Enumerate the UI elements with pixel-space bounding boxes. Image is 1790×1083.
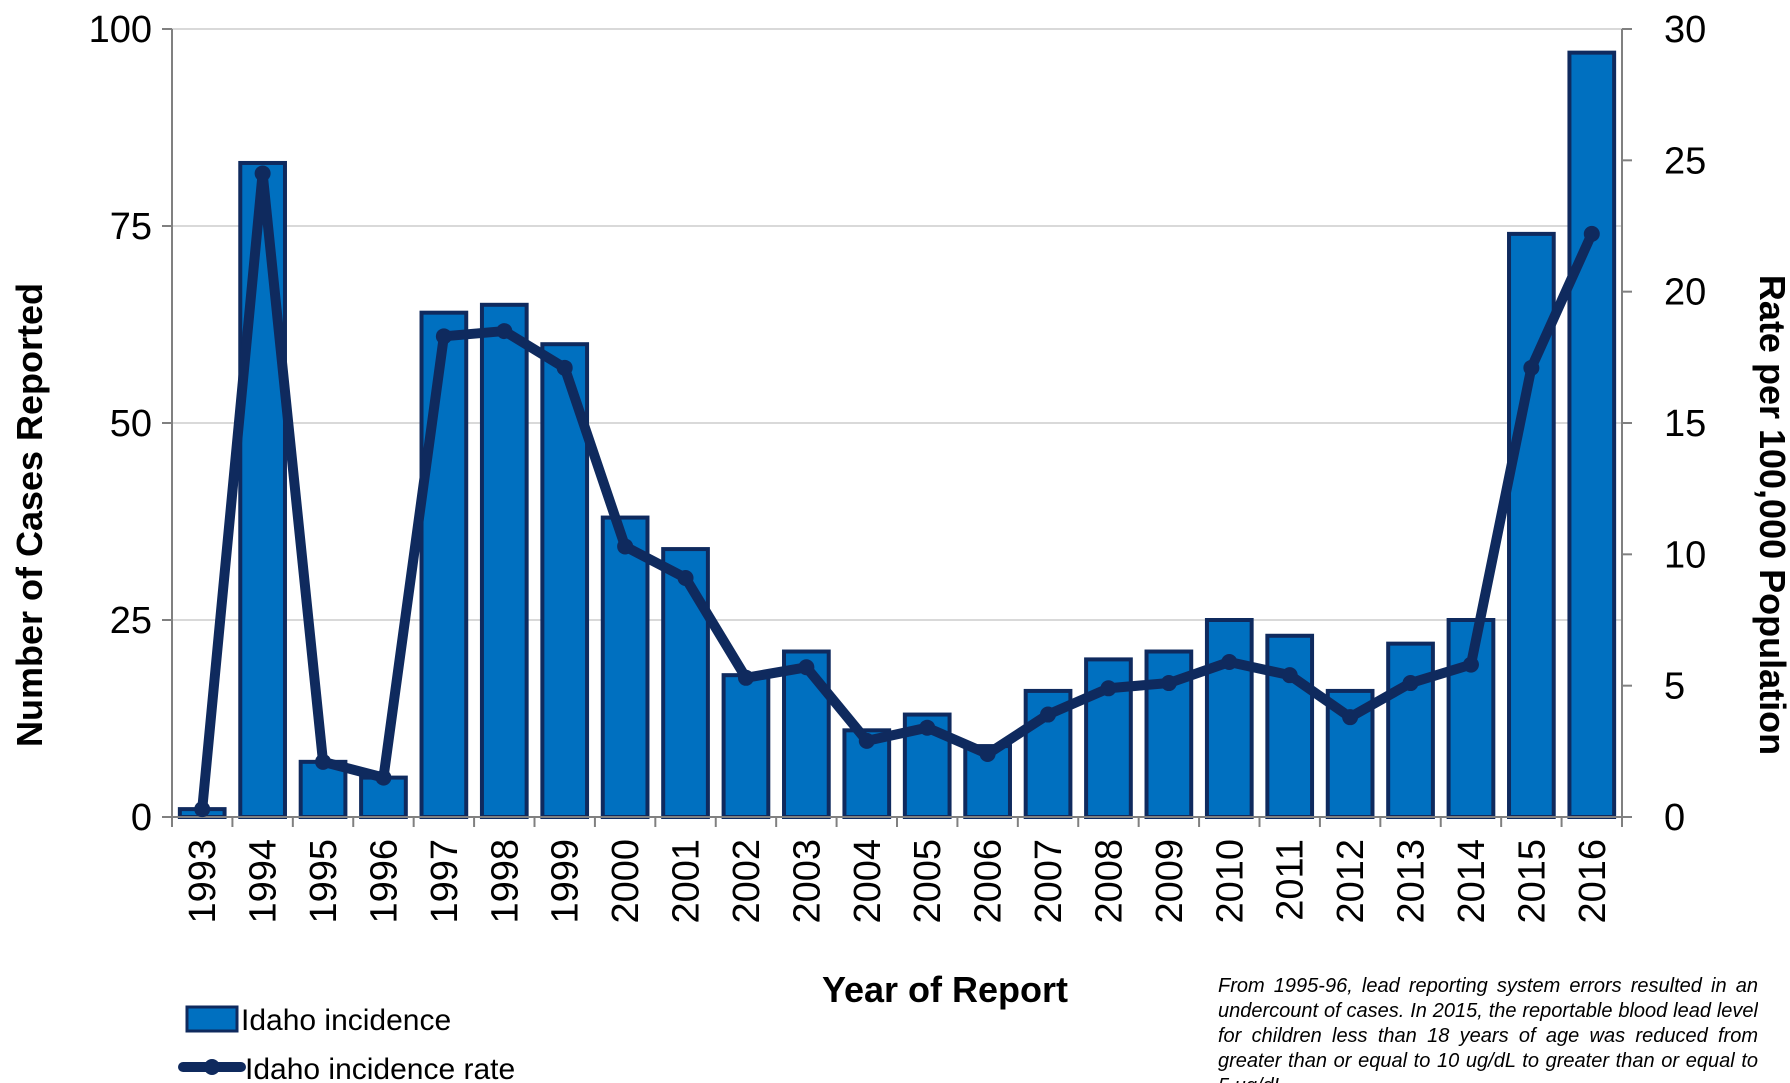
y2-axis-title: Rate per 100,000 Population (1752, 275, 1790, 755)
x-tick-label: 1994 (243, 839, 285, 924)
rate-point (556, 359, 573, 376)
x-tick-label: 1993 (182, 839, 224, 924)
rate-point (375, 769, 392, 786)
rate-point (1583, 225, 1600, 242)
rate-point (1160, 675, 1177, 692)
rate-line (194, 165, 1600, 818)
bar (600, 515, 650, 819)
rate-point (496, 323, 513, 340)
y-tick-label: 0 (131, 797, 152, 839)
legend-line-label: Idaho incidence rate (245, 1053, 515, 1083)
bar (1567, 50, 1617, 819)
left-axis-ticks: 0 25 50 75 100 (89, 9, 152, 839)
x-axis-ticks: 1993 1994 1995 1996 1997 1998 1999 2000 2001 2002… (182, 839, 1614, 924)
x-tick-label: 1995 (303, 839, 345, 924)
rate-series-line (197, 168, 1597, 815)
y-tick-label: 50 (110, 403, 152, 445)
rate-point (435, 328, 452, 345)
x-tick-label: 2003 (786, 839, 828, 924)
x-tick-label: 1996 (363, 839, 405, 924)
rate-point (798, 659, 815, 676)
x-tick-label: 2011 (1270, 839, 1312, 921)
bar (238, 160, 287, 819)
rate-point (1221, 654, 1238, 671)
x-tick-label: 2016 (1572, 839, 1614, 924)
x-tick-label: 2007 (1028, 839, 1070, 924)
bar (721, 673, 771, 819)
chart-note: From 1995-96, lead reporting system erro… (1218, 975, 1758, 1083)
y-tick-label: 75 (110, 206, 152, 248)
x-tick-label: 2013 (1391, 839, 1433, 924)
y2-tick-label: 20 (1664, 272, 1706, 314)
rate-point (1040, 706, 1057, 723)
legend-bar-label: Idaho incidence (241, 1004, 451, 1037)
x-tick-label: 2004 (847, 839, 889, 924)
x-tick-label: 2005 (907, 839, 949, 924)
x-tick-label: 2010 (1209, 839, 1251, 924)
x-tick-label: 2009 (1149, 839, 1191, 924)
right-axis-ticks: 0 5 10 15 20 25 30 (1664, 9, 1706, 839)
rate-point (315, 753, 332, 770)
x-tick-label: 2008 (1088, 839, 1130, 924)
y-tick-label: 100 (89, 9, 152, 51)
y2-tick-label: 5 (1664, 666, 1685, 708)
rate-point (1281, 667, 1298, 684)
rate-point (979, 745, 996, 762)
bar (1386, 641, 1435, 820)
y2-tick-label: 0 (1664, 797, 1685, 839)
legend-line-marker (204, 1059, 220, 1075)
legend-bar-swatch (185, 1005, 239, 1033)
rate-point (737, 669, 754, 686)
bar (1265, 633, 1315, 820)
x-tick-label: 2006 (968, 839, 1010, 924)
x-tick-label: 2012 (1330, 839, 1372, 924)
gridlines (172, 28, 1622, 621)
rate-point (254, 165, 271, 182)
x-tick-label: 2002 (726, 839, 768, 924)
bar (661, 547, 710, 820)
bar (419, 310, 469, 819)
rate-point (617, 538, 634, 555)
rate-point (1402, 675, 1419, 692)
rate-point (919, 719, 936, 736)
y-axis-title: Number of Cases Reported (9, 283, 50, 747)
x-tick-label: 2014 (1451, 839, 1493, 924)
x-tick-label: 2001 (666, 839, 708, 924)
bar (782, 649, 831, 820)
bar (479, 302, 529, 819)
x-tick-label: 1997 (424, 839, 466, 924)
rate-point (1462, 656, 1479, 673)
rate-point (677, 569, 694, 586)
bar (842, 728, 892, 820)
x-tick-label: 1999 (545, 839, 587, 924)
y2-tick-label: 25 (1664, 140, 1706, 182)
y2-tick-label: 30 (1664, 9, 1706, 51)
x-tick-label: 2015 (1511, 839, 1553, 924)
rate-point (194, 801, 211, 818)
legend: Idaho incidence Idaho incidence rate (178, 1004, 515, 1083)
rate-point (1342, 709, 1359, 726)
x-axis-title: Year of Report (822, 969, 1068, 1010)
rate-point (858, 732, 875, 749)
axes (162, 28, 1632, 827)
rate-point (1100, 680, 1117, 697)
x-tick-label: 2000 (605, 839, 647, 924)
y2-tick-label: 15 (1664, 403, 1706, 445)
y-tick-label: 25 (110, 600, 152, 642)
rate-point (1523, 359, 1540, 376)
y2-tick-label: 10 (1664, 534, 1706, 576)
x-tick-label: 1998 (484, 839, 526, 924)
bar (1204, 618, 1254, 819)
